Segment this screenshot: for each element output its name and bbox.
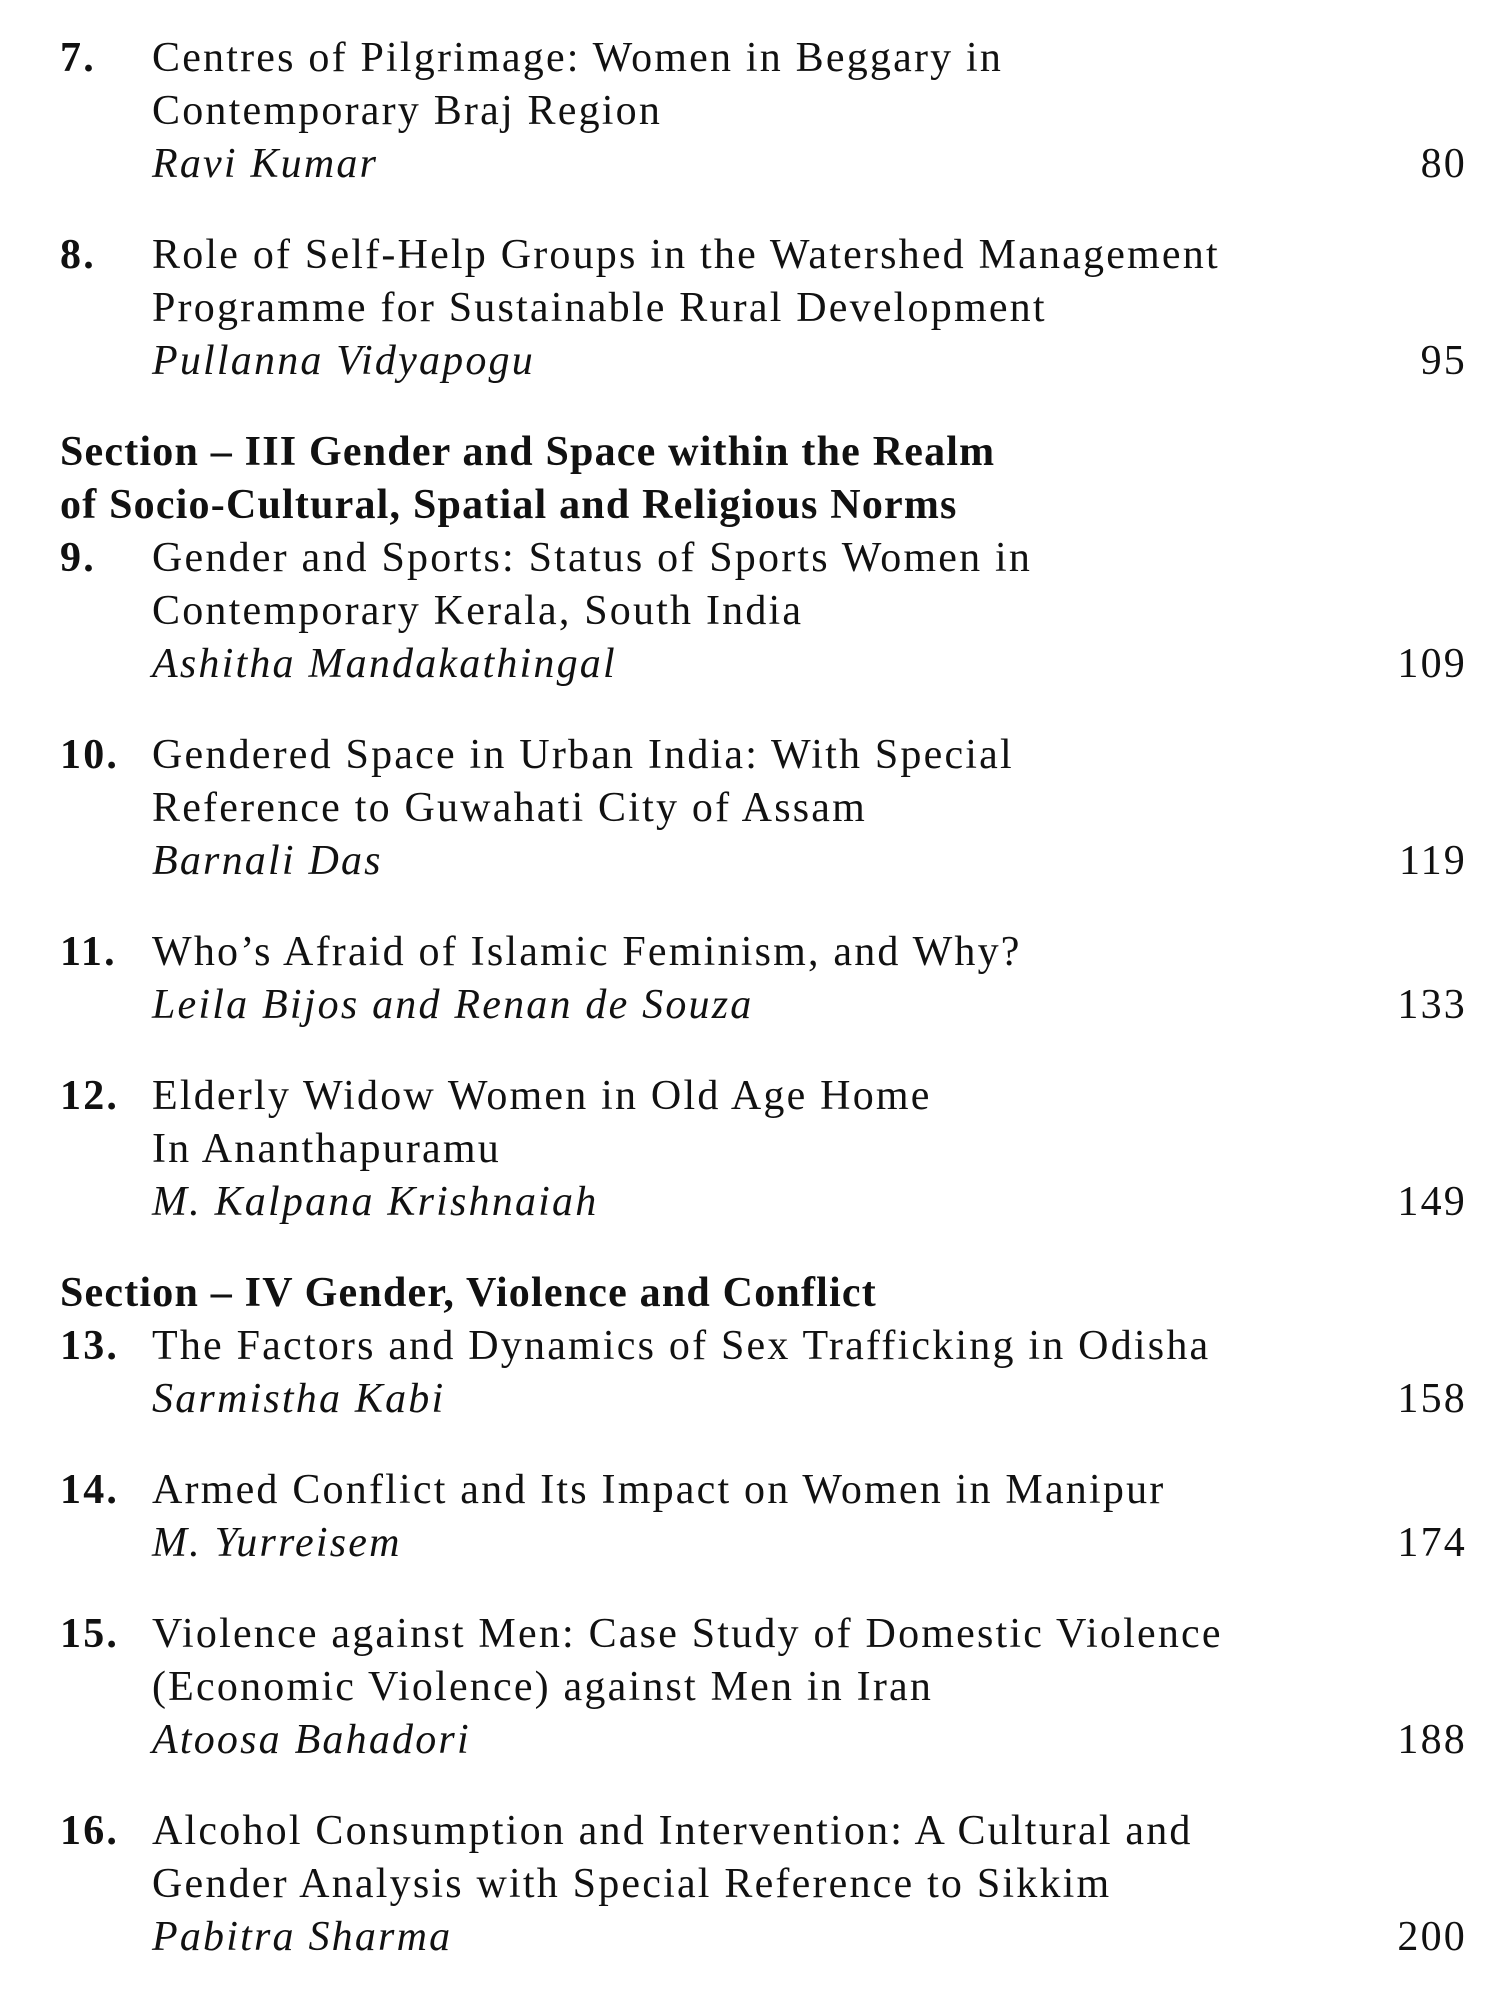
page-number: 95: [1420, 338, 1467, 384]
page-number: 133: [1397, 982, 1467, 1028]
chapter-number: 8.: [60, 232, 96, 278]
chapter-title: Contemporary Kerala, South India: [152, 588, 804, 634]
chapter-author: M. Yurreisem: [152, 1520, 402, 1566]
page-number: 158: [1397, 1376, 1467, 1422]
chapter-number: 7.: [60, 35, 96, 81]
chapter-title: Reference to Guwahati City of Assam: [152, 785, 867, 831]
chapter-title: Contemporary Braj Region: [152, 88, 663, 134]
chapter-title: The Factors and Dynamics of Sex Traffick…: [152, 1323, 1211, 1369]
chapter-number: 16.: [60, 1808, 120, 1854]
chapter-title: Role of Self-Help Groups in the Watershe…: [152, 232, 1220, 278]
chapter-author: Barnali Das: [152, 838, 383, 884]
chapter-number: 9.: [60, 535, 96, 581]
page-number: 109: [1397, 641, 1467, 687]
chapter-number: 15.: [60, 1611, 120, 1657]
chapter-number: 10.: [60, 732, 120, 778]
chapter-title: Violence against Men: Case Study of Dome…: [152, 1611, 1223, 1657]
page-number: 200: [1397, 1914, 1467, 1960]
chapter-author: M. Kalpana Krishnaiah: [152, 1179, 599, 1225]
chapter-author: Ravi Kumar: [152, 141, 379, 187]
chapter-number: 12.: [60, 1073, 120, 1119]
section-heading: Section – IV Gender, Violence and Confli…: [60, 1270, 877, 1316]
chapter-title: Gender and Sports: Status of Sports Wome…: [152, 535, 1033, 581]
chapter-number: 14.: [60, 1467, 120, 1513]
chapter-title: Armed Conflict and Its Impact on Women i…: [152, 1467, 1166, 1513]
chapter-title: (Economic Violence) against Men in Iran: [152, 1664, 934, 1710]
page-number: 149: [1397, 1179, 1467, 1225]
page-number: 188: [1397, 1717, 1467, 1763]
page-number: 174: [1397, 1520, 1467, 1566]
chapter-number: 13.: [60, 1323, 120, 1369]
page-number: 80: [1420, 141, 1467, 187]
section-heading: Section – III Gender and Space within th…: [60, 429, 996, 475]
section-heading: of Socio-Cultural, Spatial and Religious…: [60, 482, 958, 528]
chapter-title: Programme for Sustainable Rural Developm…: [152, 285, 1047, 331]
chapter-title: Centres of Pilgrimage: Women in Beggary …: [152, 35, 1004, 81]
chapter-title: Alcohol Consumption and Intervention: A …: [152, 1808, 1193, 1854]
chapter-author: Ashitha Mandakathingal: [152, 641, 617, 687]
chapter-author: Sarmistha Kabi: [152, 1376, 446, 1422]
chapter-author: Pullanna Vidyapogu: [152, 338, 535, 384]
page-number: 119: [1398, 838, 1467, 884]
chapter-title: Who’s Afraid of Islamic Feminism, and Wh…: [152, 929, 1022, 975]
chapter-title: In Ananthapuramu: [152, 1126, 501, 1172]
chapter-author: Atoosa Bahadori: [152, 1717, 471, 1763]
chapter-title: Gender Analysis with Special Reference t…: [152, 1861, 1112, 1907]
chapter-title: Gendered Space in Urban India: With Spec…: [152, 732, 1014, 778]
chapter-number: 11.: [60, 929, 117, 975]
chapter-title: Elderly Widow Women in Old Age Home: [152, 1073, 932, 1119]
chapter-author: Pabitra Sharma: [152, 1914, 453, 1960]
chapter-author: Leila Bijos and Renan de Souza: [152, 982, 754, 1028]
